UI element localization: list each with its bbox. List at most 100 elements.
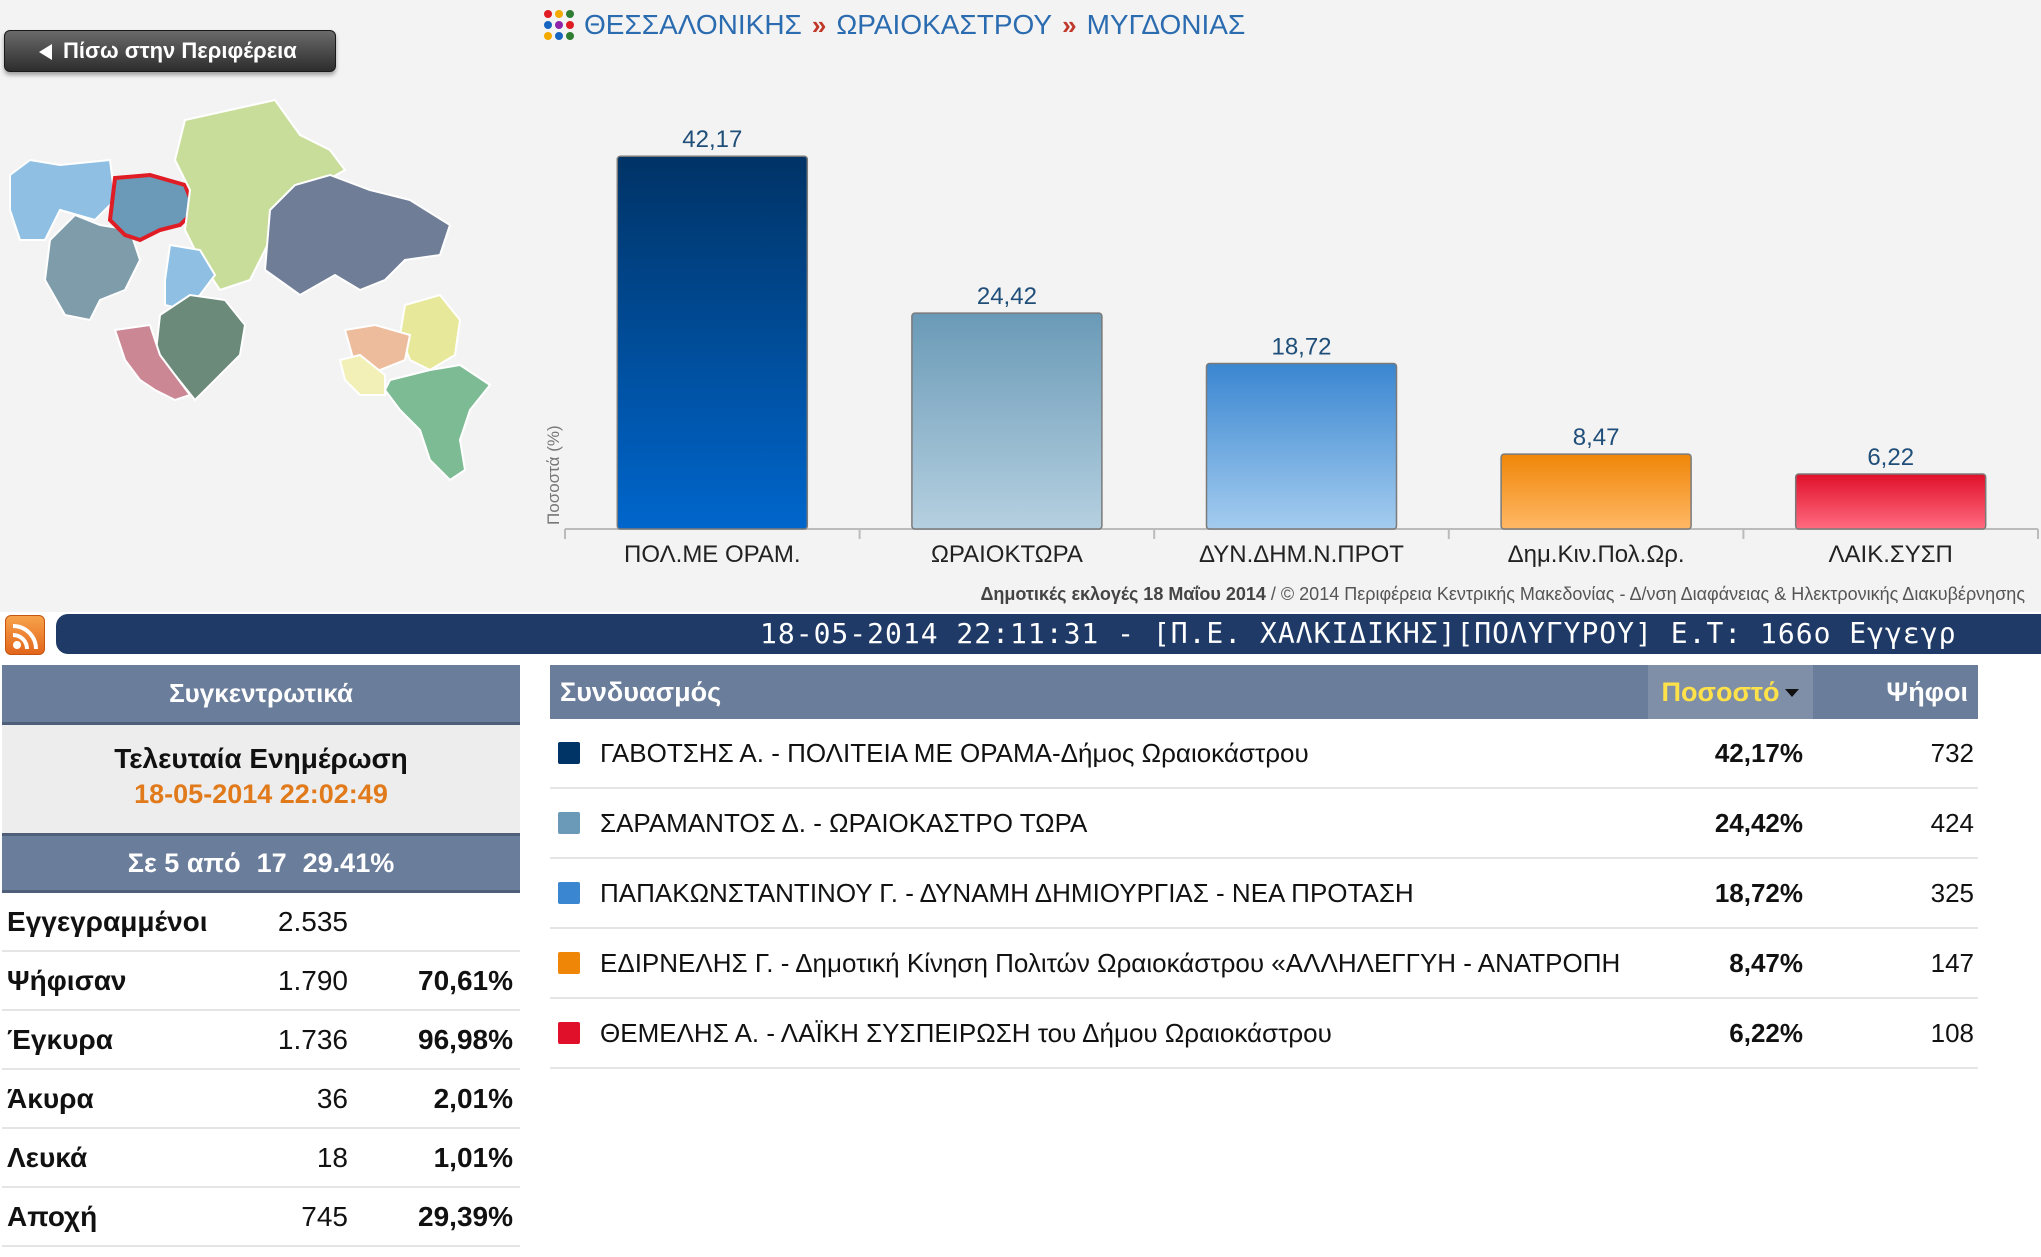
party-votes: 147 (1930, 947, 1974, 978)
bar-value-label: 18,72 (1271, 334, 1331, 361)
summary-row-percent: 70,61% (418, 964, 513, 996)
party-color-swatch (558, 1022, 580, 1044)
breadcrumb-municipality[interactable]: ΩΡΑΙΟΚΑΣΤΡΟΥ (836, 9, 1053, 40)
rss-feed-button[interactable] (5, 615, 45, 655)
summary-row-registered: Εγγεγραμμένοι 2.535 (2, 893, 520, 952)
last-update-box: Τελευταία Ενημέρωση 18-05-2014 22:02:49 (2, 725, 520, 833)
summary-row-value: 745 (301, 1200, 348, 1232)
party-name: ΠΑΠΑΚΩΝΣΤΑΝΤΙΝΟΥ Γ. - ΔΥΝΑΜΗ ΔΗΜΙΟΥΡΓΙΑΣ… (600, 877, 1414, 908)
top-panel: Πίσω στην Περιφέρεια ΘΕΣΣΑΛΟΝΙΚΗΣ » ΩΡΑΙ… (0, 0, 2041, 612)
summary-row-voted: Ψήφισαν 1.790 70,61% (2, 952, 520, 1011)
bar-4 (1500, 453, 1692, 530)
map-region-2[interactable] (43, 213, 142, 322)
summary-row-blank: Λευκά 18 1,01% (2, 1129, 520, 1188)
map-region-selected[interactable] (107, 172, 198, 243)
summary-row-label: Λευκά (7, 1141, 88, 1173)
party-percent: 42,17% (1714, 737, 1803, 768)
summary-row-value: 1.790 (277, 964, 348, 996)
party-name: ΓΑΒΟΤΣΗΣ Α. - ΠΟΛΙΤΕΙΑ ΜΕ ΟΡΑΜΑ-Δήμος Ωρ… (600, 737, 1309, 768)
map-region-7[interactable] (113, 323, 192, 402)
breadcrumb: ΘΕΣΣΑΛΟΝΙΚΗΣ » ΩΡΑΙΟΚΑΣΤΡΟΥ » ΜΥΓΔΟΝΙΑΣ (542, 8, 1245, 42)
credits-election-label: Δημοτικές εκλογές 18 Μαΐου 2014 (980, 584, 1266, 604)
party-votes: 325 (1930, 877, 1974, 908)
table-row[interactable]: ΕΔΙΡΝΕΛΗΣ Γ. - Δημοτική Κίνηση Πολιτών Ω… (550, 929, 1978, 999)
party-color-swatch (558, 882, 580, 904)
party-color-swatch (558, 742, 580, 764)
y-axis-label: Ποσοστά (%) (544, 425, 563, 525)
summary-row-invalid: Άκυρα 36 2,01% (2, 1070, 520, 1129)
ticker-text: 18-05-2014 22:11:31 - [Π.Ε. ΧΑΛΚΙΔΙΚΗΣ][… (760, 617, 1957, 650)
header-votes[interactable]: Ψήφοι (1886, 676, 1968, 707)
credits-copyright: / © 2014 Περιφέρεια Κεντρικής Μακεδονίας… (1265, 584, 2025, 604)
news-ticker: 18-05-2014 22:11:31 - [Π.Ε. ΧΑΛΚΙΔΙΚΗΣ][… (56, 614, 2041, 654)
map-region-11[interactable] (338, 353, 386, 396)
bar-1 (616, 155, 809, 530)
x-tick-label: ΠΟΛ.ΜΕ ΟΡΑΜ. (624, 541, 801, 568)
party-name: ΕΔΙΡΝΕΛΗΣ Γ. - Δημοτική Κίνηση Πολιτών Ω… (600, 947, 1621, 978)
sort-desc-icon (1785, 689, 1800, 697)
colorful-dots-icon (544, 10, 574, 40)
summary-rows: Εγγεγραμμένοι 2.535 Ψήφισαν 1.790 70,61%… (2, 893, 520, 1247)
breadcrumb-prefecture[interactable]: ΘΕΣΣΑΛΟΝΙΚΗΣ (584, 9, 802, 40)
party-votes: 108 (1930, 1017, 1974, 1048)
table-row[interactable]: ΣΑΡΑΜΑΝΤΟΣ Δ. - ΩΡΑΙΟΚΑΣΤΡΟ ΤΩΡΑ 24,42% … (550, 789, 1978, 859)
header-combination[interactable]: Συνδυασμός (560, 676, 722, 707)
breadcrumb-district[interactable]: ΜΥΓΔΟΝΙΑΣ (1086, 9, 1246, 40)
breadcrumb-separator: » (811, 9, 827, 40)
results-header: Συνδυασμός Ποσοστό Ψήφοι (550, 665, 1978, 719)
party-percent: 8,47% (1729, 947, 1803, 978)
party-percent: 6,22% (1729, 1017, 1803, 1048)
bar-value-label: 8,47 (1573, 424, 1620, 451)
progress-percent: 29.41% (302, 847, 395, 878)
bar-value-label: 6,22 (1867, 444, 1914, 471)
breadcrumb-separator: » (1062, 9, 1077, 40)
header-percent-sort[interactable]: Ποσοστό (1648, 665, 1813, 719)
summary-row-percent: 29,39% (418, 1200, 513, 1232)
map-region-10[interactable] (383, 363, 492, 482)
progress-total: 17 (256, 847, 287, 878)
party-color-swatch (558, 952, 580, 974)
table-row[interactable]: ΠΑΠΑΚΩΝΣΤΑΝΤΙΝΟΥ Γ. - ΔΥΝΑΜΗ ΔΗΜΙΟΥΡΓΙΑΣ… (550, 859, 1978, 929)
x-tick-label: ΩΡΑΙΟΚΤΩΡΑ (931, 541, 1083, 568)
summary-row-label: Άκυρα (7, 1082, 94, 1114)
counting-progress: Σε 5 από 17 29.41% (2, 833, 520, 893)
summary-row-percent: 2,01% (433, 1082, 513, 1114)
party-name: ΣΑΡΑΜΑΝΤΟΣ Δ. - ΩΡΑΙΟΚΑΣΤΡΟ ΤΩΡΑ (600, 807, 1088, 838)
last-update-label: Τελευταία Ενημέρωση (114, 743, 408, 774)
summary-row-value: 36 (316, 1082, 348, 1114)
summary-panel: Συγκεντρωτικά Τελευταία Ενημέρωση 18-05-… (2, 665, 520, 1247)
back-to-region-button[interactable]: Πίσω στην Περιφέρεια (4, 30, 336, 72)
summary-row-valid: Έγκυρα 1.736 96,98% (2, 1011, 520, 1070)
map-region-8[interactable] (398, 293, 462, 372)
map-region-4[interactable] (263, 173, 452, 297)
party-color-swatch (558, 812, 580, 834)
progress-prefix: Σε 5 από (127, 847, 241, 878)
region-map[interactable] (0, 90, 500, 520)
summary-row-value: 1.736 (277, 1023, 348, 1055)
summary-row-label: Εγγεγραμμένοι (7, 905, 208, 937)
table-row[interactable]: ΓΑΒΟΤΣΗΣ Α. - ΠΟΛΙΤΕΙΑ ΜΕ ΟΡΑΜΑ-Δήμος Ωρ… (550, 719, 1978, 789)
back-arrow-icon (39, 44, 52, 60)
results-table: Συνδυασμός Ποσοστό Ψήφοι ΓΑΒΟΤΣΗΣ Α. - Π… (550, 665, 1978, 1069)
bar-value-label: 42,17 (682, 126, 742, 153)
summary-row-label: Αποχή (7, 1200, 98, 1232)
party-votes: 732 (1930, 737, 1974, 768)
back-button-label: Πίσω στην Περιφέρεια (63, 38, 297, 63)
summary-row-abstention: Αποχή 745 29,39% (2, 1188, 520, 1247)
party-percent: 18,72% (1714, 877, 1803, 908)
summary-row-value: 18 (316, 1141, 348, 1173)
last-update-time: 18-05-2014 22:02:49 (134, 779, 388, 809)
summary-row-label: Έγκυρα (7, 1023, 113, 1055)
x-tick-label: ΛΑΙΚ.ΣΥΣΠ (1828, 541, 1952, 568)
x-tick-label: ΔΥΝ.ΔΗΜ.Ν.ΠΡΟΤ (1199, 541, 1404, 568)
bar-value-label: 24,42 (977, 283, 1037, 310)
summary-row-label: Ψήφισαν (7, 964, 127, 996)
results-bar-chart: Ποσοστά (%) 42,17 ΠΟΛ.ΜΕ ΟΡΑΜ. 24,42 ΩΡΑΙΟΚΤ… (544, 126, 2039, 568)
party-votes: 424 (1930, 807, 1974, 838)
map-region-1[interactable] (9, 158, 117, 241)
bar-3 (1205, 362, 1398, 530)
table-row[interactable]: ΘΕΜΕΛΗΣ Α. - ΛΑΪΚΗ ΣΥΣΠΕΙΡΩΣΗ του Δήμου … (550, 999, 1978, 1069)
rss-icon (12, 624, 38, 650)
summary-row-value: 2.535 (277, 905, 348, 937)
summary-title: Συγκεντρωτικά (2, 665, 520, 725)
